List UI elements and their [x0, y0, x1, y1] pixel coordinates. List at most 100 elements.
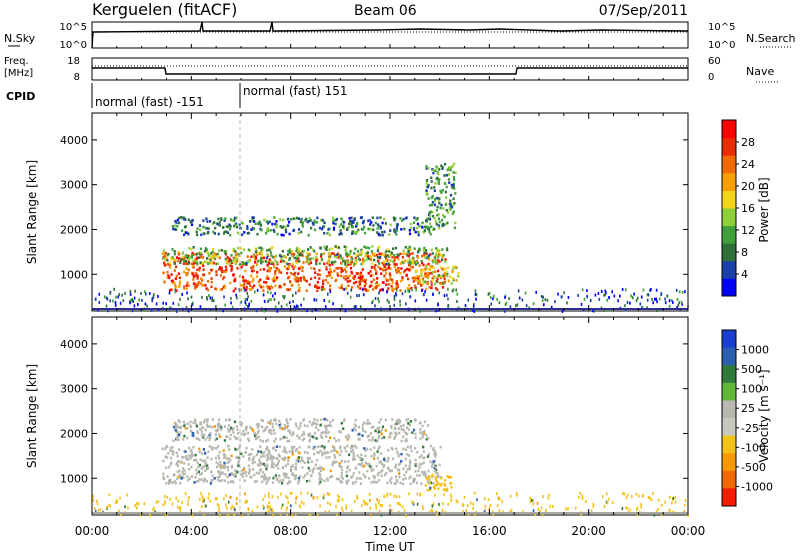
- velocity-cell: [202, 480, 205, 483]
- power-cell: [408, 289, 411, 293]
- velocity-cell: [202, 420, 206, 424]
- velocity-cell: [211, 425, 214, 429]
- power-cell: [606, 298, 608, 302]
- power-cell: [434, 182, 437, 185]
- velocity-cell: [335, 460, 338, 464]
- power-cell: [438, 168, 441, 171]
- velocity-cell: [470, 501, 472, 505]
- velocity-cell: [434, 450, 437, 453]
- power-cell: [439, 253, 442, 256]
- velocity-cell: [226, 465, 229, 469]
- velocity-cell: [393, 435, 397, 439]
- power-cell: [427, 217, 431, 221]
- power-cell: [377, 265, 380, 269]
- velocity-cell: [340, 459, 344, 463]
- power-cell: [307, 259, 310, 262]
- power-cell: [333, 269, 336, 273]
- power-cell: [273, 216, 276, 219]
- power-cell: [257, 252, 260, 255]
- velocity-cell: [194, 453, 197, 457]
- power-cell: [255, 309, 258, 313]
- velocity-cell: [226, 468, 229, 472]
- power-cell: [448, 166, 451, 169]
- velocity-colorbar-label: 1000: [741, 344, 769, 357]
- velocity-cell: [489, 504, 492, 507]
- velocity-cell: [169, 478, 172, 482]
- velocity-cell: [271, 425, 274, 429]
- velocity-cell: [370, 469, 374, 472]
- velocity-cell: [295, 459, 298, 462]
- velocity-cell: [262, 497, 264, 501]
- power-cell: [249, 220, 252, 223]
- power-cell: [449, 199, 452, 203]
- power-cell: [299, 220, 302, 224]
- power-cell: [450, 183, 453, 187]
- power-cell: [430, 286, 433, 290]
- power-cell: [328, 252, 331, 256]
- power-cell: [357, 228, 360, 232]
- power-cell: [183, 259, 186, 262]
- power-cell: [330, 270, 333, 273]
- power-cell: [353, 252, 356, 255]
- power-cell: [357, 276, 360, 279]
- velocity-cell: [117, 509, 120, 513]
- velocity-cell: [364, 430, 367, 434]
- power-cell: [207, 227, 210, 230]
- velocity-cell: [395, 420, 398, 423]
- power-cell: [452, 197, 455, 201]
- velocity-cell: [308, 479, 311, 483]
- power-cell: [323, 245, 326, 249]
- power-cell: [355, 261, 358, 265]
- velocity-cell: [176, 454, 179, 458]
- power-cell: [198, 224, 202, 227]
- power-cell: [284, 228, 287, 231]
- velocity-cell: [222, 449, 225, 452]
- power-cell: [429, 214, 432, 218]
- power-cell: [393, 303, 395, 307]
- power-cell: [386, 254, 389, 257]
- velocity-cell: [336, 499, 339, 503]
- velocity-cell: [390, 476, 393, 480]
- power-cell: [98, 301, 101, 304]
- power-cell: [403, 270, 406, 274]
- velocity-cell: [223, 439, 226, 442]
- power-cell: [182, 257, 185, 261]
- power-cell: [250, 288, 253, 291]
- velocity-cell: [177, 425, 180, 429]
- velocity-cell: [200, 423, 203, 426]
- power-cell: [348, 274, 351, 277]
- power-cell: [438, 226, 441, 230]
- velocity-cell: [311, 470, 314, 474]
- power-cell: [322, 279, 325, 282]
- power-cell: [350, 288, 353, 292]
- velocity-cell: [92, 494, 94, 498]
- velocity-cell: [434, 493, 436, 497]
- power-cell: [310, 219, 313, 222]
- power-cell: [300, 265, 303, 269]
- power-cell: [365, 289, 368, 292]
- power-cell: [408, 232, 412, 236]
- date-title: 07/Sep/2011: [599, 3, 688, 19]
- power-cell: [234, 277, 237, 281]
- power-cell: [343, 221, 346, 224]
- velocity-cell: [226, 461, 229, 464]
- velocity-colorbar-swatch: [722, 365, 736, 384]
- velocity-cell: [181, 455, 184, 459]
- power-cell: [370, 284, 373, 287]
- velocity-cell: [199, 427, 202, 431]
- velocity-cell: [316, 496, 319, 500]
- velocity-cell: [374, 429, 377, 433]
- power-cell: [315, 260, 318, 263]
- power-cell: [636, 296, 639, 300]
- velocity-cell: [267, 495, 270, 499]
- velocity-cell: [269, 505, 272, 509]
- velocity-cell: [287, 476, 290, 480]
- power-cell: [251, 280, 254, 283]
- power-cell: [374, 297, 377, 300]
- power-cell: [341, 225, 345, 229]
- velocity-cell: [336, 512, 338, 516]
- velocity-cell: [406, 445, 409, 449]
- power-cell: [332, 226, 336, 230]
- power-cell: [213, 232, 216, 235]
- power-cell: [178, 276, 181, 280]
